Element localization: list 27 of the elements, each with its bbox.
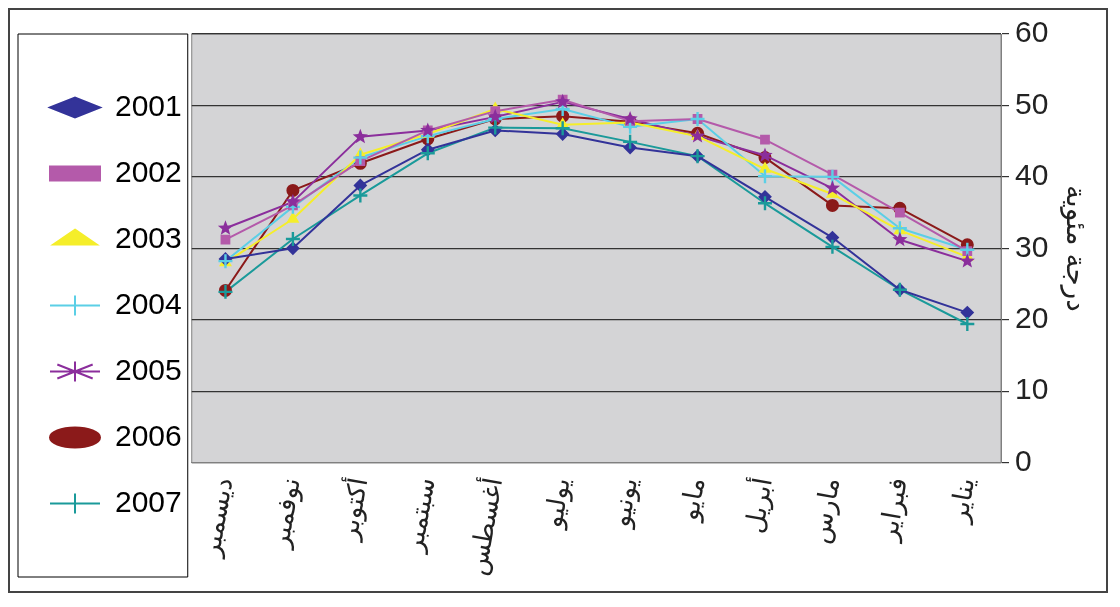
legend-label: 2002 xyxy=(115,154,182,188)
x-tick-label: يونيو xyxy=(604,475,645,532)
x-tick-label: سبتمبر xyxy=(397,475,442,557)
x-tick-label: مايو xyxy=(673,475,712,525)
x-tick-label: يوليو xyxy=(537,475,577,532)
x-tick-label: نوفمبر xyxy=(263,475,307,552)
y-tick-label: 30 xyxy=(1015,229,1049,263)
y-axis-title: درجة مئوية xyxy=(1060,184,1093,312)
x-tick-label: أكتوبر xyxy=(329,474,375,545)
x-tick-label: مارس xyxy=(804,475,846,546)
y-tick-label: 60 xyxy=(1015,15,1049,49)
legend-label: 2004 xyxy=(115,286,182,320)
legend-label: 2007 xyxy=(115,484,182,518)
y-tick-label: 20 xyxy=(1015,300,1049,334)
legend-label: 2005 xyxy=(115,352,182,386)
legend-label: 2006 xyxy=(115,418,182,452)
x-tick-label: يناير xyxy=(942,475,982,527)
x-tick-label: فبراير xyxy=(871,475,914,546)
y-tick-label: 10 xyxy=(1015,372,1049,406)
legend-label: 2003 xyxy=(115,220,182,254)
x-tick-label: أبريل xyxy=(735,474,779,536)
y-tick-label: 40 xyxy=(1015,158,1049,192)
y-tick-label: 0 xyxy=(1015,443,1032,477)
y-tick-label: 50 xyxy=(1015,86,1049,120)
x-tick-label: ديسمبر xyxy=(194,475,240,561)
x-tick-label: أغسطس xyxy=(458,474,509,578)
legend-label: 2001 xyxy=(115,88,182,122)
